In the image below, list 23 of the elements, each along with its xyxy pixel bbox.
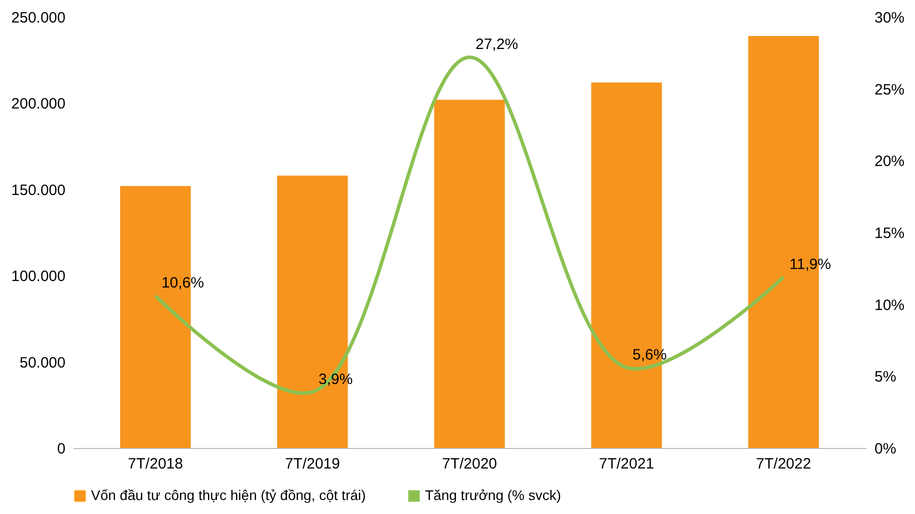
data-label: 27,2% [476, 36, 518, 54]
y2-tick-label: 25% [874, 81, 905, 98]
bar [434, 100, 505, 448]
y2-tick-label: 5% [874, 368, 896, 386]
y-tick-label: 250.000 [11, 10, 66, 26]
y2-tick-label: 30% [874, 10, 905, 26]
x-tick-label: 7T/2022 [756, 456, 812, 472]
y2-tick-label: 10% [874, 296, 905, 314]
x-tick-label: 7T/2020 [442, 456, 498, 472]
x-tick-label: 7T/2021 [599, 456, 654, 472]
legend-label: Tăng trưởng (% svck) [425, 487, 562, 503]
y-tick-label: 100.000 [11, 268, 66, 286]
y-tick-label: 50.000 [20, 354, 66, 372]
y2-tick-label: 0% [874, 440, 896, 458]
legend-label: Vốn đầu tư công thực hiện (tỷ đồng, cột trái) [91, 487, 366, 503]
x-tick-label: 7T/2018 [128, 456, 183, 472]
y-tick-label: 0 [57, 440, 66, 458]
y-tick-label: 200.000 [11, 96, 66, 113]
y2-tick-label: 15% [874, 225, 905, 242]
y2-tick-label: 20% [874, 153, 905, 170]
y-tick-label: 150.000 [11, 182, 66, 199]
line-series [154, 55, 786, 394]
x-tick-label: 7T/2019 [284, 456, 340, 472]
